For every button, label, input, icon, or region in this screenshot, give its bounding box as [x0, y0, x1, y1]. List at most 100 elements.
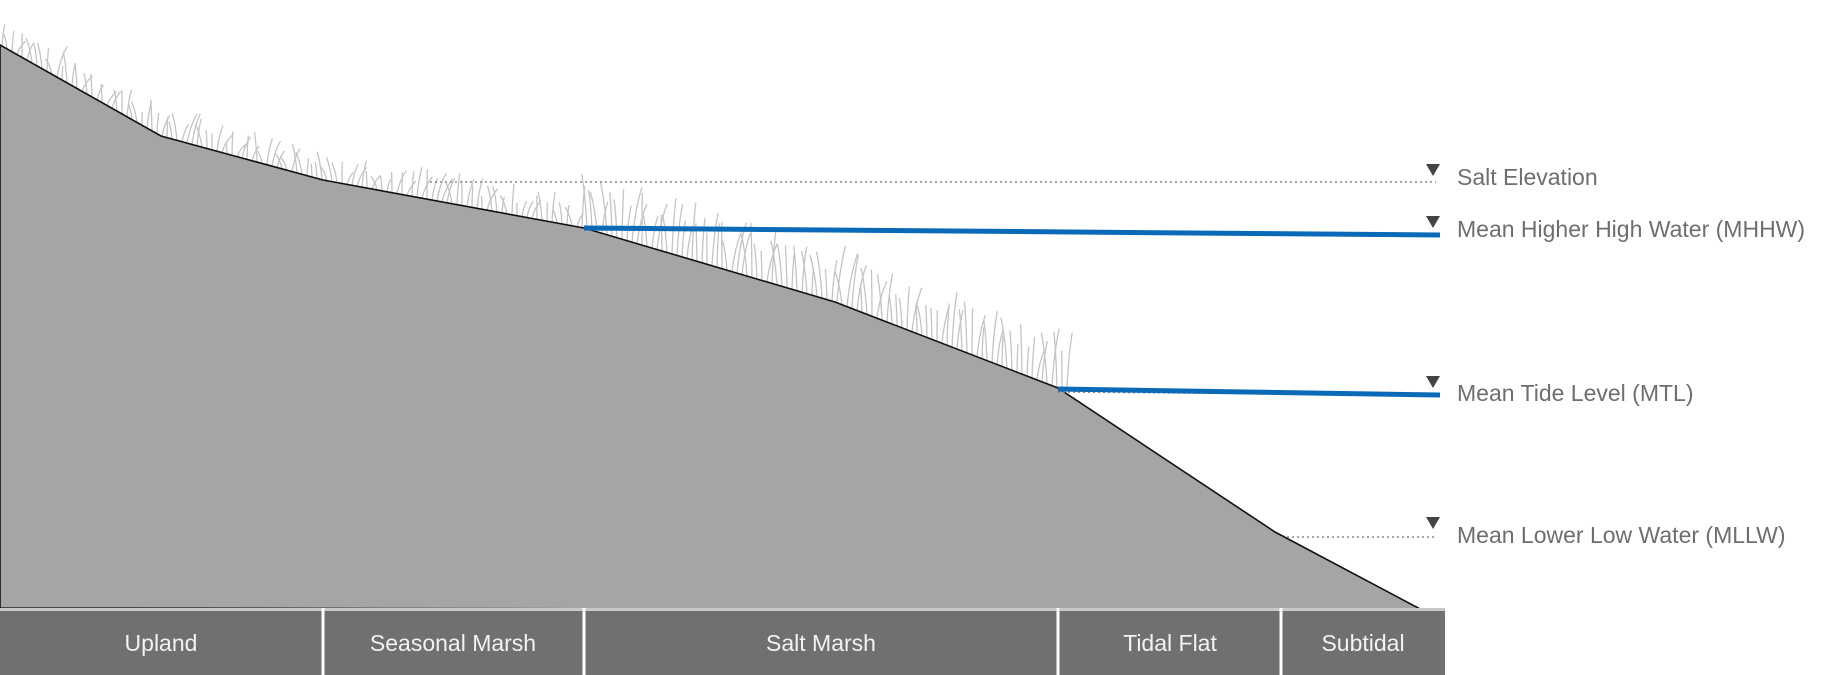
grass-blade	[446, 177, 456, 203]
grass-blade	[766, 243, 778, 283]
grass-blade	[486, 185, 493, 212]
grass-blade	[736, 222, 748, 274]
grass-blade	[62, 51, 68, 83]
grass-blade	[1009, 330, 1013, 371]
grass-blade	[225, 141, 228, 154]
grass-blade	[564, 206, 573, 226]
level-label: Mean Lower Low Water (MLLW)	[1457, 522, 1785, 548]
grass-blade	[834, 271, 843, 305]
grass-blade	[983, 319, 988, 361]
grass-blade	[74, 62, 78, 89]
grass-blade	[411, 171, 415, 197]
mhhw-water-line	[583, 225, 1441, 238]
grass-blade	[106, 91, 117, 106]
grass-blade	[831, 260, 838, 302]
grass-blade	[946, 303, 950, 346]
grass-blade	[662, 214, 668, 253]
grass-blade	[37, 43, 43, 69]
grass-blade	[793, 245, 798, 291]
grass-blade	[126, 89, 133, 117]
grass-blade	[16, 40, 27, 55]
grass-blade	[741, 232, 751, 275]
grass-blade	[161, 115, 171, 137]
grass-blade	[906, 286, 911, 330]
grass-blade	[71, 65, 76, 86]
grass-blade	[365, 170, 368, 189]
grass-blade	[770, 240, 778, 285]
zone-label: Salt Marsh	[766, 630, 876, 656]
grass-blade	[194, 123, 203, 148]
grass-blade	[421, 176, 433, 199]
grass-blade	[956, 310, 964, 350]
grass-blade	[671, 198, 677, 254]
grass-blade	[128, 104, 133, 120]
grass-blade	[486, 188, 499, 211]
zone-label: Seasonal Marsh	[370, 630, 536, 656]
grass-blade	[171, 113, 178, 141]
grass-blade	[711, 212, 719, 266]
grass-blade	[499, 195, 508, 214]
grass-blade	[371, 174, 382, 190]
grass-blade	[526, 200, 534, 218]
grass-blade	[1000, 317, 1008, 369]
grass-blade	[253, 132, 258, 163]
grass-blade	[815, 251, 823, 299]
grass-blade	[276, 150, 286, 168]
grass-blade	[45, 58, 53, 75]
grass-blade	[776, 244, 783, 287]
grass-blade	[621, 189, 625, 240]
grass-blade	[898, 298, 903, 328]
grass-blade	[456, 173, 461, 205]
grass-blade	[331, 162, 338, 183]
grass-blade	[396, 170, 407, 194]
grass-blade	[991, 311, 998, 363]
grass-blade	[552, 209, 558, 224]
grass-blade	[958, 308, 963, 351]
grass-blade	[1036, 351, 1045, 380]
zone-bar	[0, 610, 1445, 675]
grass-blade	[100, 83, 103, 103]
grass-blade	[61, 65, 64, 81]
grass-blade	[436, 172, 447, 202]
grass-blade	[25, 37, 33, 64]
level-label: Mean Tide Level (MTL)	[1457, 380, 1693, 406]
grass-blade	[784, 245, 788, 288]
grass-blade	[83, 73, 88, 95]
grass-blade	[1026, 347, 1030, 377]
grass-blade	[316, 151, 323, 180]
grass-blade	[701, 218, 706, 263]
grass-blade	[33, 43, 38, 66]
grass-blade	[895, 294, 898, 326]
grass-blade	[971, 308, 974, 355]
grass-blade	[416, 166, 423, 198]
zone-label: Subtidal	[1321, 630, 1404, 656]
grass-blade	[876, 274, 883, 321]
grass-blade	[800, 250, 808, 294]
grass-blade	[130, 101, 138, 123]
grass-blade	[836, 245, 847, 303]
grass-blade	[370, 175, 378, 191]
grass-blade	[631, 187, 643, 243]
grass-blade	[271, 140, 282, 167]
grass-blade	[537, 191, 543, 221]
grass-blade	[809, 254, 818, 297]
grass-blade	[753, 243, 758, 280]
grass-blade	[441, 178, 454, 203]
grass-blade	[156, 112, 160, 134]
grass-blade	[90, 73, 93, 98]
grass-blade	[681, 220, 686, 257]
level-marker	[1426, 164, 1440, 176]
grass-blade	[241, 136, 252, 159]
grass-blade	[886, 273, 894, 323]
grass-blade	[750, 222, 753, 278]
grass-blade	[501, 196, 505, 213]
grass-blade	[251, 145, 260, 161]
grass-blade	[1031, 336, 1036, 378]
grass-blade	[3, 34, 8, 50]
grass-blade	[551, 192, 556, 223]
grass-blade	[279, 156, 288, 171]
grass-blade	[476, 178, 484, 209]
grass-blade	[266, 138, 273, 165]
grass-blade	[925, 305, 928, 338]
